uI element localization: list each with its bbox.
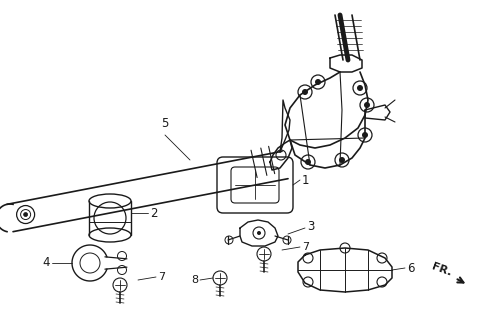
Circle shape bbox=[302, 89, 308, 95]
Text: FR.: FR. bbox=[430, 262, 453, 278]
Circle shape bbox=[305, 159, 311, 165]
Text: 5: 5 bbox=[161, 117, 169, 130]
Text: 4: 4 bbox=[43, 257, 50, 269]
Circle shape bbox=[113, 278, 127, 292]
Text: 6: 6 bbox=[407, 261, 415, 275]
Circle shape bbox=[257, 231, 261, 235]
Text: 7: 7 bbox=[158, 272, 165, 282]
Text: 3: 3 bbox=[307, 220, 315, 233]
Circle shape bbox=[357, 85, 363, 91]
Circle shape bbox=[257, 247, 271, 261]
Circle shape bbox=[213, 271, 227, 285]
Text: 8: 8 bbox=[191, 275, 198, 285]
Circle shape bbox=[362, 132, 368, 138]
Circle shape bbox=[339, 157, 345, 163]
Circle shape bbox=[315, 79, 321, 85]
Circle shape bbox=[364, 102, 370, 108]
Circle shape bbox=[24, 212, 27, 217]
Text: 2: 2 bbox=[150, 206, 157, 220]
Text: 7: 7 bbox=[302, 242, 309, 252]
Text: 1: 1 bbox=[302, 173, 310, 187]
